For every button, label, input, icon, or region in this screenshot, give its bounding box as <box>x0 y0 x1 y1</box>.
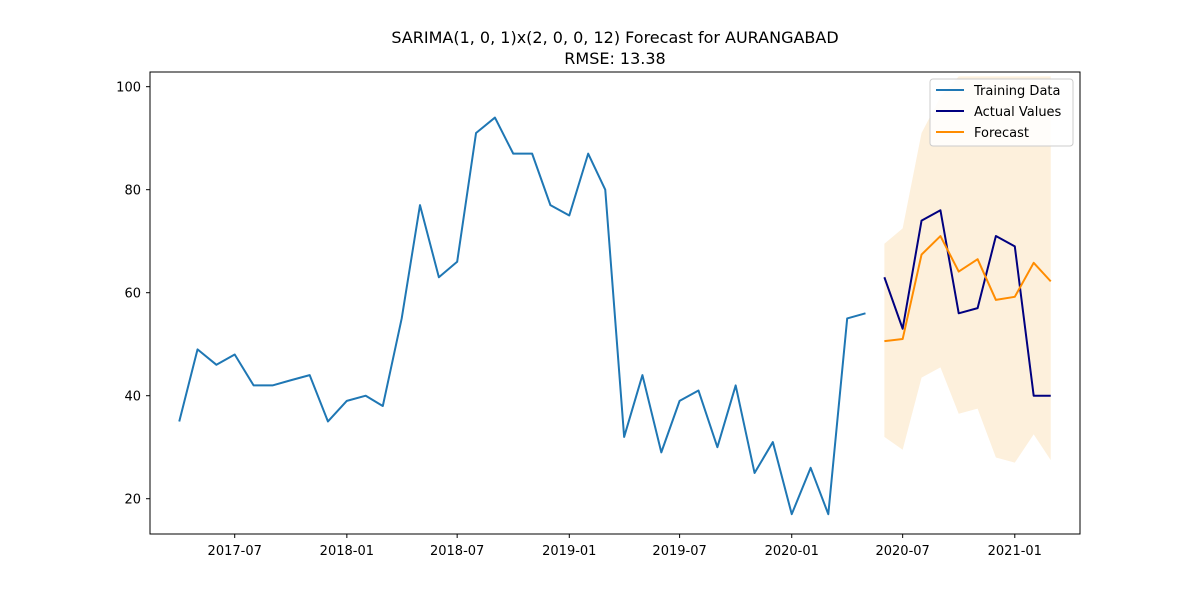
y-tick-label: 100 <box>116 81 141 96</box>
confidence-band-layer <box>884 76 1051 463</box>
forecast-confidence-band <box>884 76 1051 463</box>
legend: Training Data Actual Values Forecast <box>929 78 1074 147</box>
chart-title: SARIMA(1, 0, 1)x(2, 0, 0, 12) Forecast f… <box>391 28 838 47</box>
series-training-data <box>178 116 866 516</box>
y-axis: 20 40 60 80 100 <box>116 81 150 508</box>
legend-label-actual: Actual Values <box>974 105 1062 120</box>
x-tick-label: 2020-07 <box>875 544 929 559</box>
y-tick-label: 20 <box>124 493 141 508</box>
x-tick-label: 2018-07 <box>430 544 484 559</box>
plot-frame <box>149 71 1081 535</box>
series-forecast <box>884 235 1052 343</box>
x-tick-label: 2020-01 <box>765 544 819 559</box>
y-tick-label: 40 <box>124 390 141 405</box>
y-tick-label: 80 <box>124 184 141 199</box>
series-layer <box>178 116 1052 516</box>
chart-subtitle: RMSE: 13.38 <box>564 49 665 68</box>
x-tick-label: 2018-01 <box>320 544 374 559</box>
x-tick-label: 2019-07 <box>652 544 706 559</box>
x-tick-label: 2021-01 <box>988 544 1042 559</box>
x-tick-label: 2019-01 <box>542 544 596 559</box>
legend-box <box>929 78 1074 147</box>
legend-label-training: Training Data <box>973 84 1060 99</box>
series-line-forecast <box>884 235 1052 343</box>
series-line-training-data <box>178 116 866 516</box>
x-tick-label: 2017-07 <box>208 544 262 559</box>
series-actual-values <box>883 209 1051 397</box>
series-line-actual-values <box>883 209 1051 397</box>
legend-label-forecast: Forecast <box>974 126 1029 141</box>
x-axis: 2017-07 2018-01 2018-07 2019-01 2019-07 2020-… <box>208 534 1042 559</box>
y-tick-label: 60 <box>124 287 141 302</box>
